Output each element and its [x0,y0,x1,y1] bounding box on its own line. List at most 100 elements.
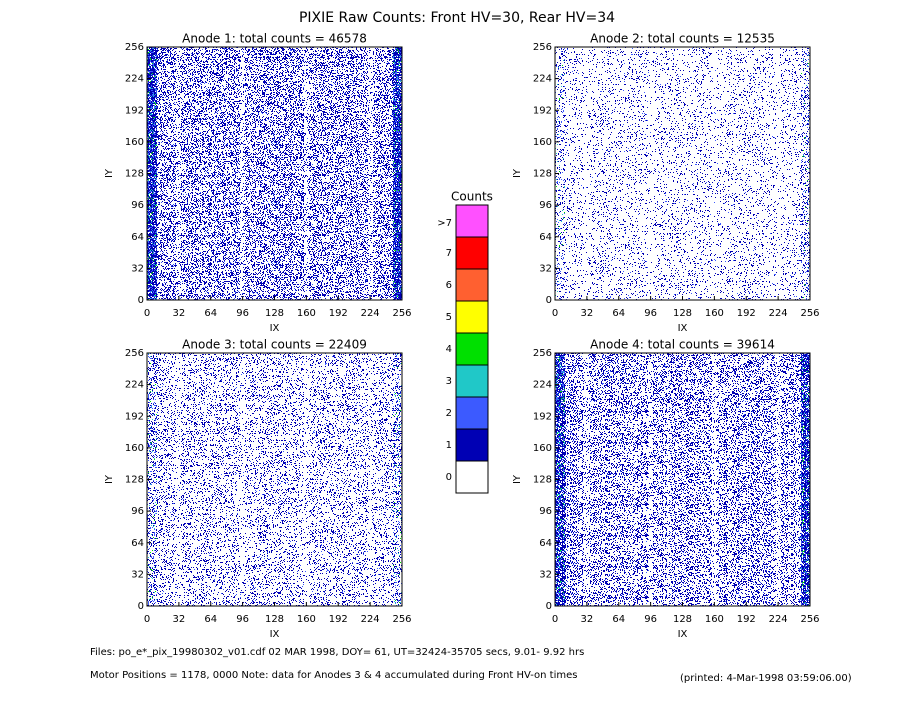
x-tick-label: 96 [644,614,657,625]
y-tick-label: 128 [125,475,144,486]
footer-motor: Motor Positions = 1178, 0000 Note: data … [90,670,577,681]
colorbar-cell [455,204,489,238]
x-tick-label: 256 [392,614,411,625]
colorbar-label: 7 [446,248,452,259]
pixel-texture [555,47,810,300]
pixel-texture [147,47,402,300]
y-tick-label: 128 [533,475,552,486]
panel-title: Anode 1: total counts = 46578 [182,32,367,46]
panel-title: Anode 4: total counts = 39614 [590,338,775,352]
x-tick-label: 224 [361,308,380,319]
pixel-texture [147,353,402,606]
y-tick-label: 224 [125,74,144,85]
y-tick-label: 224 [533,74,552,85]
y-tick-label: 96 [539,506,552,517]
y-tick-label: 64 [539,232,552,243]
x-tick-label: 256 [800,614,819,625]
y-tick-label: 64 [539,538,552,549]
y-tick-label: 160 [125,443,144,454]
x-tick-label: 64 [612,308,625,319]
y-tick-label: 192 [533,105,552,116]
x-tick-label: 64 [204,614,217,625]
y-tick-label: 192 [533,411,552,422]
y-tick-label: 0 [546,295,552,306]
colorbar-title: Counts [451,190,493,204]
x-tick-label: 96 [236,308,249,319]
y-tick-label: 0 [138,601,144,612]
y-axis-label: IY [104,474,115,484]
colorbar-label: 6 [446,280,452,291]
x-tick-label: 256 [800,308,819,319]
y-tick-label: 96 [131,200,144,211]
y-tick-label: 128 [533,169,552,180]
x-tick-label: 160 [297,614,316,625]
x-tick-label: 0 [552,308,558,319]
colorbar-label: 0 [446,472,452,483]
x-tick-label: 160 [705,614,724,625]
x-tick-label: 64 [612,614,625,625]
x-tick-label: 32 [173,614,186,625]
y-tick-label: 160 [533,443,552,454]
x-axis-label: IX [270,323,280,334]
x-tick-label: 128 [673,614,692,625]
colorbar-label: 4 [446,344,452,355]
colorbar-cell [455,268,489,302]
y-tick-label: 96 [131,506,144,517]
y-tick-label: 32 [131,569,144,580]
y-tick-label: 256 [533,42,552,53]
colorbar-cell [455,396,489,430]
x-tick-label: 256 [392,308,411,319]
x-tick-label: 160 [297,308,316,319]
panel-title: Anode 3: total counts = 22409 [182,338,367,352]
y-tick-label: 256 [125,42,144,53]
x-tick-label: 224 [769,308,788,319]
y-axis-label: IY [512,168,523,178]
panel-title: Anode 2: total counts = 12535 [590,32,775,46]
x-tick-label: 96 [644,308,657,319]
y-tick-label: 128 [125,169,144,180]
x-tick-label: 192 [329,308,348,319]
y-tick-label: 32 [539,263,552,274]
y-tick-label: 224 [533,380,552,391]
colorbar-label: 2 [446,408,452,419]
x-axis-label: IX [678,323,688,334]
x-tick-label: 128 [673,308,692,319]
x-tick-label: 192 [737,614,756,625]
colorbar-cell [455,332,489,366]
colorbar-label: >7 [437,218,452,229]
y-tick-label: 0 [546,601,552,612]
x-tick-label: 64 [204,308,217,319]
y-tick-label: 256 [125,348,144,359]
x-tick-label: 128 [265,614,284,625]
y-tick-label: 160 [125,137,144,148]
pixel-texture [147,47,402,300]
y-tick-label: 192 [125,105,144,116]
colorbar-cell [455,428,489,462]
x-tick-label: 128 [265,308,284,319]
x-tick-label: 160 [705,308,724,319]
x-tick-label: 32 [581,308,594,319]
footer-files: Files: po_e*_pix_19980302_v01.cdf 02 MAR… [90,647,584,658]
colorbar-cell [455,364,489,398]
y-tick-label: 160 [533,137,552,148]
y-tick-label: 32 [539,569,552,580]
y-tick-label: 32 [131,263,144,274]
y-tick-label: 192 [125,411,144,422]
y-tick-label: 0 [138,295,144,306]
pixel-texture [555,353,810,606]
y-tick-label: 64 [131,232,144,243]
y-tick-label: 224 [125,380,144,391]
x-tick-label: 192 [737,308,756,319]
x-axis-label: IX [270,629,280,640]
x-tick-label: 0 [552,614,558,625]
x-tick-label: 0 [144,308,150,319]
colorbar-cell [455,236,489,270]
x-axis-label: IX [678,629,688,640]
y-tick-label: 96 [539,200,552,211]
colorbar-cell [455,300,489,334]
colorbar-label: 1 [446,440,452,451]
y-axis-label: IY [104,168,115,178]
colorbar-label: 3 [446,376,452,387]
y-tick-label: 64 [131,538,144,549]
